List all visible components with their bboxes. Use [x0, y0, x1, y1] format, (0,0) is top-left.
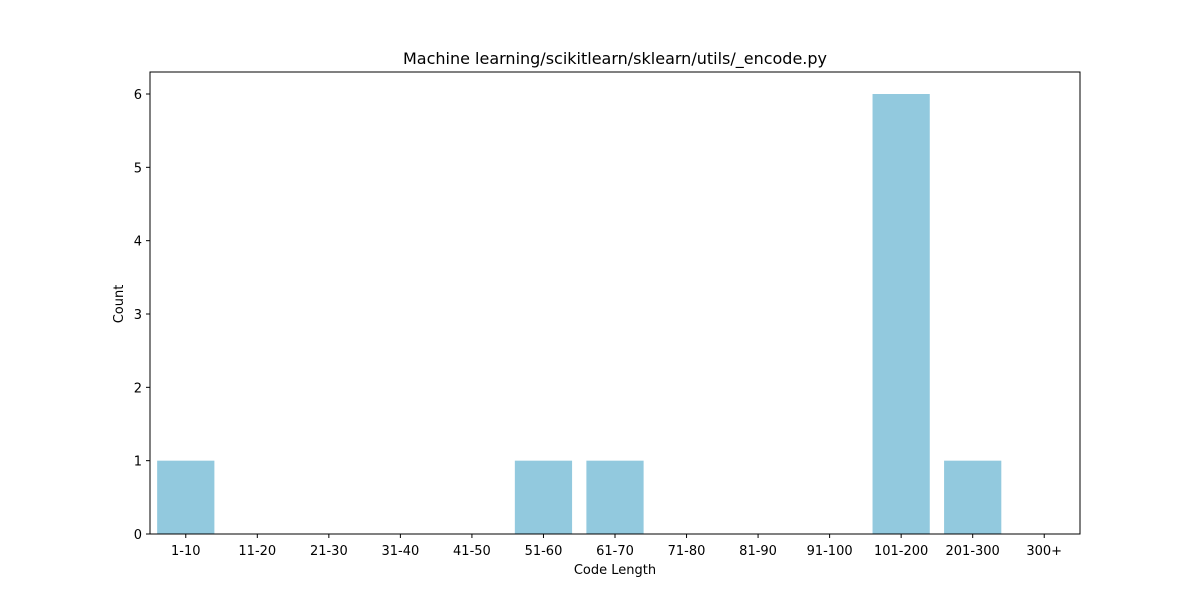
y-tick-label: 1 [134, 455, 142, 470]
bar-61-70 [586, 460, 644, 534]
y-tick-label: 5 [134, 161, 142, 176]
x-tick-label: 1-10 [171, 544, 201, 559]
bar-51-60 [514, 460, 573, 534]
bar-1-10 [157, 460, 215, 534]
y-tick-label: 3 [134, 308, 142, 323]
x-axis-label: Code Length [574, 563, 656, 578]
x-tick-label: 61-70 [596, 544, 634, 559]
x-tick-label: 91-100 [807, 544, 853, 559]
plot-area-frame [149, 71, 1081, 535]
x-tick-label: 101-200 [874, 544, 928, 559]
x-tick-label: 31-40 [381, 544, 419, 559]
bar-201-300 [944, 460, 1002, 534]
y-tick-label: 6 [134, 88, 142, 103]
bar-101-200 [872, 94, 930, 534]
x-axis-ticks: 1-10 11-20 21-30 31-40 41-50 51-60 61-70 71-80 8… [171, 534, 1062, 559]
x-tick-label: 11-20 [238, 544, 276, 559]
x-tick-label: 21-30 [310, 544, 348, 559]
y-tick-label: 0 [134, 528, 142, 543]
y-axis-label: Count [112, 285, 127, 324]
x-tick-label: 81-90 [739, 544, 777, 559]
x-tick-label: 201-300 [946, 544, 1000, 559]
y-tick-label: 4 [134, 235, 142, 250]
y-axis-ticks: 0 1 2 3 4 5 6 [134, 88, 150, 543]
x-tick-label: 51-60 [525, 544, 563, 559]
chart-title: Machine learning/scikitlearn/sklearn/uti… [403, 49, 827, 69]
y-tick-label: 2 [134, 381, 142, 396]
x-tick-label: 71-80 [668, 544, 706, 559]
bars-group [157, 94, 1002, 534]
x-tick-label: 41-50 [453, 544, 491, 559]
x-tick-label: 300+ [1026, 544, 1062, 559]
